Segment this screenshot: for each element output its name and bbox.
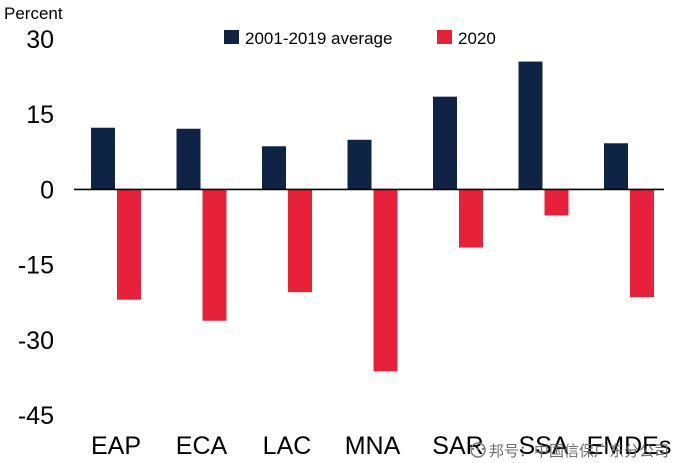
bar-lac-series-1 [262, 146, 286, 190]
bar-eap-series-1 [91, 127, 115, 190]
x-axis-tick-labels: EAP ECA LAC MNA SAR SSA EMDEs [91, 432, 671, 460]
legend-label-series-1: 2001-2019 average [245, 29, 392, 48]
y-tick-label: -30 [18, 327, 54, 355]
y-tick-label: -15 [18, 252, 54, 280]
bar-sar-series-1 [433, 96, 457, 190]
x-tick-label: SAR [432, 432, 483, 460]
legend-swatch-series-1 [224, 30, 239, 44]
x-tick-label: EMDEs [587, 432, 672, 460]
bar-eca-series-1 [176, 128, 201, 190]
bar-ssa-series-1 [518, 61, 543, 190]
bar-emdes-series-2 [630, 189, 654, 298]
legend-swatch-series-2 [437, 30, 452, 44]
wechat-icon [470, 442, 486, 458]
y-unit-label: Percent [4, 4, 63, 23]
bar-mna-series-2 [373, 189, 398, 372]
x-tick-label: EAP [91, 432, 141, 460]
watermark: 邦号：中国信保广东分公司 [470, 442, 669, 460]
watermark-text: 邦号：中国信保广东分公司 [489, 442, 669, 460]
y-tick-label: -45 [18, 402, 54, 430]
x-tick-label: MNA [345, 432, 401, 460]
bar-series [91, 61, 654, 372]
legend-label-series-2: 2020 [458, 29, 496, 48]
x-tick-label: SSA [518, 432, 568, 460]
x-tick-label: ECA [176, 432, 228, 460]
bar-mna-series-1 [347, 139, 372, 190]
bar-emdes-series-1 [604, 143, 628, 190]
y-axis-tick-labels: 30 15 0 -15 -30 -45 [18, 26, 54, 430]
bar-lac-series-2 [288, 189, 312, 293]
bar-sar-series-2 [459, 189, 483, 248]
y-tick-label: 30 [26, 26, 54, 54]
x-tick-label: LAC [263, 432, 312, 460]
y-tick-label: 15 [26, 101, 54, 129]
bar-eca-series-2 [202, 189, 227, 321]
bar-eap-series-2 [117, 189, 141, 300]
legend: 2001-2019 average 2020 [224, 29, 496, 48]
y-tick-label: 0 [40, 176, 54, 204]
bar-ssa-series-2 [544, 189, 569, 216]
